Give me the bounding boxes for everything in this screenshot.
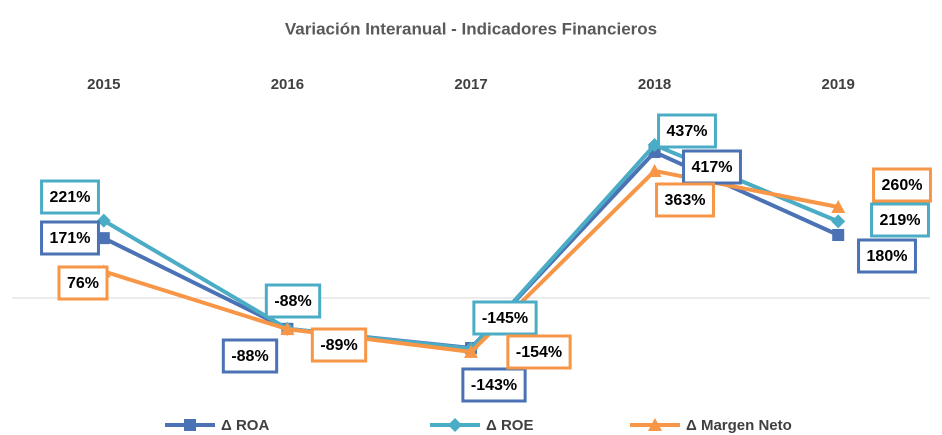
data-label: -143% [471, 377, 517, 394]
data-label: 180% [867, 248, 908, 265]
legend-label: Δ ROE [486, 417, 533, 434]
data-label: 171% [50, 230, 91, 247]
series [96, 163, 846, 358]
data-label-box [472, 300, 538, 336]
data-label: -88% [274, 293, 311, 310]
x-tick-label: 2016 [271, 76, 304, 93]
data-label-box [870, 202, 930, 238]
marker [184, 419, 196, 431]
data-label: 363% [665, 192, 706, 209]
marker [97, 232, 110, 245]
x-tick-label: 2017 [454, 76, 487, 93]
legend-label: Δ Margen Neto [686, 417, 792, 434]
data-label: 219% [880, 212, 921, 229]
data-label-box [461, 367, 527, 403]
marker [280, 322, 295, 336]
series-line [103, 168, 839, 354]
marker [647, 163, 662, 177]
data-label-box [40, 179, 100, 215]
data-label-box [40, 220, 100, 256]
data-label: 76% [67, 275, 99, 292]
data-label: 417% [692, 159, 733, 176]
data-label-box [657, 113, 717, 149]
data-label: -89% [320, 337, 357, 354]
marker [831, 214, 846, 229]
marker [464, 344, 478, 358]
x-tick-label: 2015 [87, 76, 120, 93]
marker [832, 229, 845, 241]
data-label-box [264, 283, 322, 319]
marker [96, 213, 111, 228]
data-label: 260% [882, 177, 923, 194]
marker [648, 418, 662, 431]
data-label: -88% [231, 348, 268, 365]
data-label: 221% [50, 189, 91, 206]
data-label-box [857, 238, 917, 274]
marker [831, 200, 846, 213]
data-label-box [57, 265, 109, 301]
x-tick-label: 2019 [822, 76, 855, 93]
data-label-box [221, 338, 279, 374]
data-label: -154% [516, 344, 562, 361]
data-label: -145% [482, 310, 528, 327]
data-label: 437% [667, 123, 708, 140]
legend-label: Δ ROA [221, 417, 269, 434]
x-tick-label: 2018 [638, 76, 671, 93]
data-label-box [682, 149, 742, 185]
data-label-box [310, 327, 368, 363]
chart-title: Variación Interanual - Indicadores Finan… [285, 19, 657, 38]
data-label-box [506, 334, 572, 370]
marker [448, 418, 462, 432]
data-label-box [872, 167, 932, 203]
data-label-box [655, 182, 715, 218]
